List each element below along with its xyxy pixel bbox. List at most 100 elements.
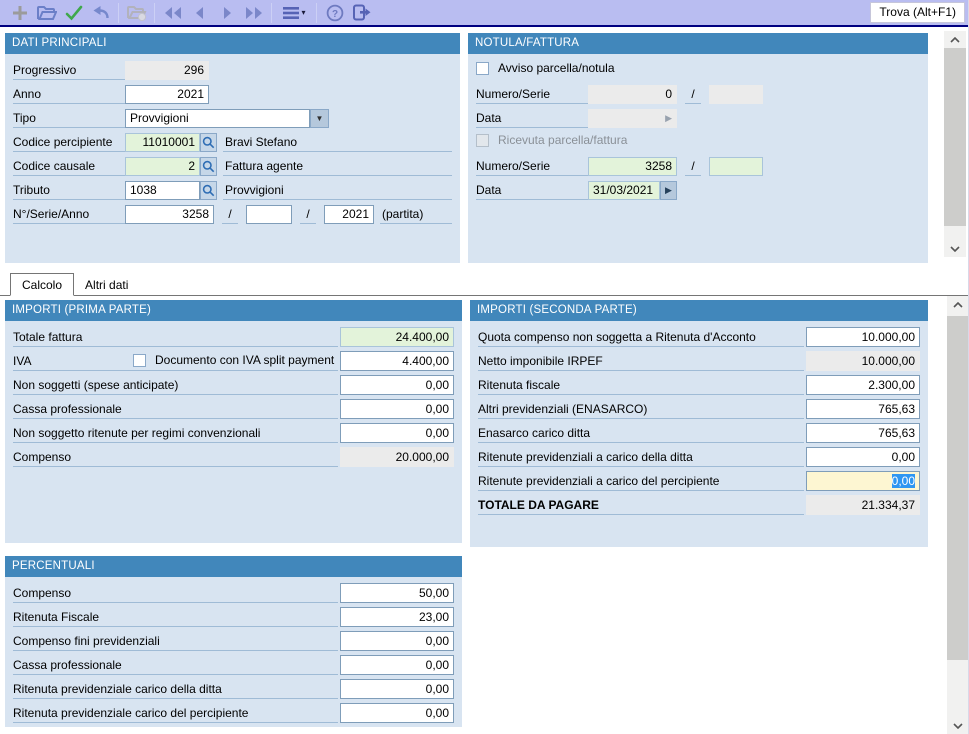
tributo-field[interactable]: 1038: [125, 181, 200, 200]
quota-compenso-field[interactable]: 10.000,00: [806, 327, 920, 347]
tributo-lookup-button[interactable]: [200, 181, 217, 200]
row-avviso: Avviso parcella/notula: [468, 56, 928, 80]
row-netto-imponibile: Netto imponibile IRPEF 10.000,00: [470, 347, 928, 371]
search-icon: [202, 160, 215, 173]
previous-record-icon[interactable]: [186, 1, 213, 24]
row-numero-serie-anno: N°/Serie/Anno 3258 / / 2021 (partita): [5, 200, 460, 224]
row-anno: Anno 2021: [5, 80, 460, 104]
chevron-down-icon: [953, 722, 963, 729]
first-record-icon[interactable]: [159, 1, 186, 24]
last-record-icon[interactable]: [240, 1, 267, 24]
toolbar-separator: [154, 2, 155, 23]
non-soggetto-ritenute-label: Non soggetto ritenute per regimi convenz…: [13, 423, 338, 443]
ritenuta-fiscale-field[interactable]: 2.300,00: [806, 375, 920, 395]
iva-field[interactable]: 4.400,00: [340, 351, 454, 371]
nsa-anno-field[interactable]: 2021: [324, 205, 374, 224]
altri-previdenziali-field[interactable]: 765,63: [806, 399, 920, 419]
upper-scrollbar[interactable]: [944, 31, 966, 257]
confirm-check-icon[interactable]: [60, 1, 87, 24]
data2-label: Data: [476, 180, 588, 200]
codice-causale-field[interactable]: 2: [125, 157, 200, 176]
iva-split-payment-checkbox[interactable]: [133, 353, 146, 367]
scroll-down-button[interactable]: [947, 717, 968, 734]
scroll-up-button[interactable]: [944, 31, 966, 48]
exit-icon[interactable]: [348, 1, 375, 24]
codice-causale-lookup-button[interactable]: [200, 157, 217, 176]
toolbar-separator: [271, 2, 272, 23]
tab-calcolo[interactable]: Calcolo: [10, 273, 75, 296]
perc-compenso-previdenziali-field[interactable]: 0,00: [340, 631, 454, 651]
scroll-down-button[interactable]: [944, 240, 966, 257]
help-icon[interactable]: ?: [321, 1, 348, 24]
totale-fattura-field[interactable]: 24.400,00: [340, 327, 454, 347]
perc-cassa-field[interactable]: 0,00: [340, 655, 454, 675]
perc-rit-prev-ditta-field[interactable]: 0,00: [340, 679, 454, 699]
row-totale-da-pagare: TOTALE DA PAGARE 21.334,37: [470, 491, 928, 515]
compenso-field: 20.000,00: [340, 447, 454, 467]
non-soggetti-field[interactable]: 0,00: [340, 375, 454, 395]
ricevuta-label: Ricevuta parcella/fattura: [498, 133, 628, 147]
perc-cassa-label: Cassa professionale: [13, 655, 338, 675]
panel-title: NOTULA/FATTURA: [468, 33, 928, 54]
row-data-2: Data 31/03/2021 ▶: [468, 176, 928, 200]
cassa-professionale-field[interactable]: 0,00: [340, 399, 454, 419]
nsa-numero-field[interactable]: 3258: [125, 205, 214, 224]
toolbar: ▾ ? Trova (Alt+F1): [0, 0, 968, 27]
row-perc-compenso: Compenso 50,00: [5, 579, 462, 603]
tipo-select[interactable]: Provvigioni: [125, 109, 310, 128]
row-iva: IVA Documento con IVA split payment 4.40…: [5, 347, 462, 371]
tributo-description: Provvigioni: [223, 180, 452, 200]
avviso-checkbox[interactable]: [476, 61, 489, 75]
data2-calendar-button[interactable]: ▶: [660, 181, 677, 200]
nsa-serie-field[interactable]: [246, 205, 292, 224]
percipiente-description: Bravi Stefano: [223, 132, 452, 152]
lower-scrollbar[interactable]: [947, 296, 968, 734]
codice-percipiente-field[interactable]: 11010001: [125, 133, 200, 152]
numero-serie2-separator: /: [685, 156, 701, 176]
next-record-icon[interactable]: [213, 1, 240, 24]
tab-altri-dati[interactable]: Altri dati: [85, 278, 129, 292]
progressivo-field: 296: [125, 61, 209, 80]
row-perc-ritenuta-fiscale: Ritenuta Fiscale 23,00: [5, 603, 462, 627]
row-quota-compenso: Quota compenso non soggetta a Ritenuta d…: [470, 323, 928, 347]
find-button[interactable]: Trova (Alt+F1): [870, 2, 965, 23]
perc-compenso-field[interactable]: 50,00: [340, 583, 454, 603]
ricevuta-checkbox: [476, 133, 489, 147]
row-ritenute-prev-ditta: Ritenute previdenziali a carico della di…: [470, 443, 928, 467]
list-menu-icon[interactable]: ▾: [276, 1, 312, 24]
compenso-label: Compenso: [13, 447, 338, 467]
progressivo-label: Progressivo: [13, 60, 125, 80]
perc-ritenuta-fiscale-field[interactable]: 23,00: [340, 607, 454, 627]
numero-serie2-numero-field[interactable]: 3258: [588, 157, 677, 176]
avviso-label: Avviso parcella/notula: [498, 61, 615, 75]
add-icon[interactable]: [6, 1, 33, 24]
perc-ritenuta-fiscale-label: Ritenuta Fiscale: [13, 607, 338, 627]
row-perc-rit-prev-ditta: Ritenuta previdenziale carico della ditt…: [5, 675, 462, 699]
open-related-folder-icon[interactable]: [123, 1, 150, 24]
row-data-1: Data ▶: [468, 104, 928, 128]
codice-percipiente-lookup-button[interactable]: [200, 133, 217, 152]
toolbar-separator: [118, 2, 119, 23]
data2-field[interactable]: 31/03/2021: [588, 181, 660, 200]
numero-serie2-serie-field[interactable]: [709, 157, 763, 176]
panel-importi-seconda: IMPORTI (SECONDA PARTE) Quota compenso n…: [470, 300, 928, 547]
scrollbar-thumb[interactable]: [947, 316, 968, 660]
anno-field[interactable]: 2021: [125, 85, 209, 104]
row-non-soggetti: Non soggetti (spese anticipate) 0,00: [5, 371, 462, 395]
undo-icon[interactable]: [87, 1, 114, 24]
ritenute-prev-ditta-field[interactable]: 0,00: [806, 447, 920, 467]
row-ricevuta: Ricevuta parcella/fattura: [468, 128, 928, 152]
search-icon: [202, 136, 215, 149]
non-soggetto-ritenute-field[interactable]: 0,00: [340, 423, 454, 443]
scrollbar-thumb[interactable]: [944, 48, 966, 226]
row-compenso: Compenso 20.000,00: [5, 443, 462, 467]
ritenute-prev-percipiente-field[interactable]: 0,00: [806, 471, 920, 491]
chevron-down-icon: [950, 245, 960, 252]
enasarco-ditta-field[interactable]: 765,63: [806, 423, 920, 443]
totale-da-pagare-label: TOTALE DA PAGARE: [478, 495, 804, 515]
numero-serie1-separator: /: [685, 84, 701, 104]
scroll-up-button[interactable]: [947, 296, 968, 313]
open-folder-icon[interactable]: [33, 1, 60, 24]
perc-rit-prev-percipiente-field[interactable]: 0,00: [340, 703, 454, 723]
tipo-dropdown-button[interactable]: ▼: [310, 109, 329, 128]
